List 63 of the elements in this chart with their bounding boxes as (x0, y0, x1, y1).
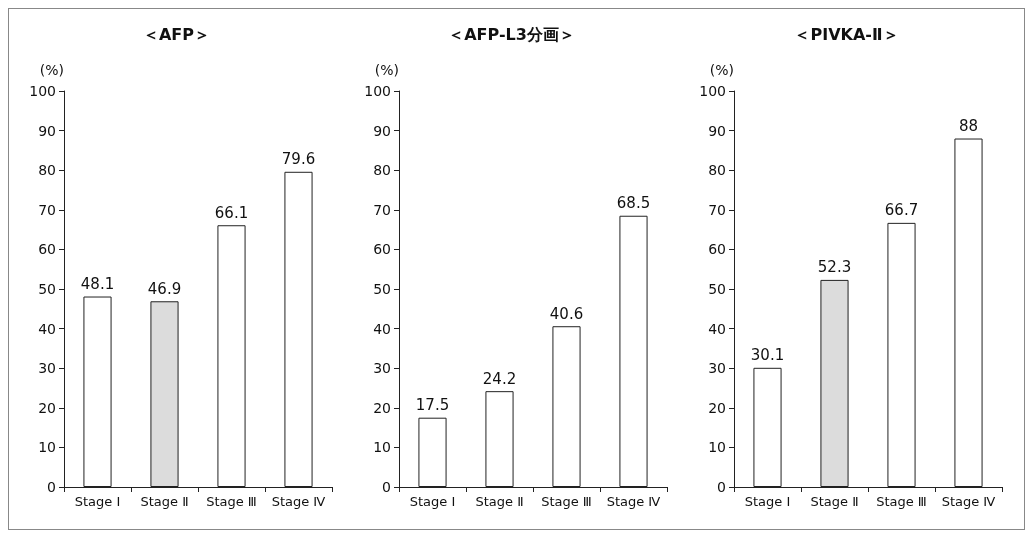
y-tick-label: 10 (373, 439, 391, 456)
x-tick-label: Stage Ⅰ (74, 494, 121, 509)
y-tick-label: 0 (717, 479, 726, 495)
x-tick-label: Stage Ⅱ (140, 494, 189, 509)
y-tick-label: 100 (699, 83, 726, 99)
y-tick-label: 50 (708, 281, 726, 297)
x-tick-label: Stage Ⅰ (744, 494, 791, 509)
y-tick-label: 80 (708, 162, 726, 179)
data-label: 66.7 (884, 201, 919, 220)
data-label: 66.1 (214, 203, 249, 222)
x-tick-label: Stage Ⅳ (606, 494, 661, 509)
y-axis-title: (%) (709, 62, 734, 78)
data-label: 68.5 (616, 194, 651, 213)
y-tick-label: 20 (38, 399, 56, 416)
x-tick-label: Stage Ⅲ (206, 494, 257, 509)
x-tick-label: Stage Ⅳ (941, 494, 996, 509)
y-tick-label: 50 (373, 281, 391, 297)
data-label: 46.9 (147, 279, 182, 298)
y-tick-label: 20 (708, 399, 726, 416)
x-tick-label: Stage Ⅲ (541, 494, 592, 509)
y-axis-title: (%) (39, 62, 64, 78)
data-label: 24.2 (482, 369, 517, 388)
y-tick-label: 100 (29, 83, 56, 99)
y-tick-label: 60 (373, 241, 391, 258)
x-tick-label: Stage Ⅳ (271, 494, 326, 509)
y-tick-label: 70 (38, 201, 56, 218)
y-tick-label: 30 (38, 360, 56, 377)
y-tick-label: 40 (708, 320, 726, 337)
y-tick-label: 100 (364, 83, 391, 99)
y-tick-label: 50 (38, 281, 56, 297)
y-tick-label: 10 (38, 439, 56, 456)
y-tick-label: 60 (708, 241, 726, 258)
data-label: 17.5 (415, 396, 450, 415)
data-label: 88 (958, 117, 979, 136)
x-tick-label: Stage Ⅰ (409, 494, 456, 509)
chart-title: ＜PIVKA-Ⅱ＞ (794, 24, 899, 44)
data-label: 30.1 (750, 346, 785, 365)
y-tick-label: 70 (373, 201, 391, 218)
y-tick-label: 40 (373, 320, 391, 337)
y-tick-label: 10 (708, 439, 726, 456)
y-tick-label: 0 (47, 479, 56, 495)
data-label: 40.6 (549, 304, 584, 323)
y-tick-label: 30 (708, 360, 726, 377)
chart-title: ＜AFP＞ (142, 24, 211, 44)
data-label: 52.3 (817, 258, 852, 277)
y-tick-label: 0 (382, 479, 391, 495)
y-tick-label: 20 (373, 399, 391, 416)
y-tick-label: 60 (38, 241, 56, 258)
data-label: 48.1 (80, 275, 115, 294)
x-tick-label: Stage Ⅲ (876, 494, 927, 509)
y-tick-label: 70 (708, 201, 726, 218)
x-tick-label: Stage Ⅱ (475, 494, 524, 509)
y-tick-label: 90 (38, 122, 56, 139)
y-tick-label: 30 (373, 360, 391, 377)
y-tick-label: 80 (373, 162, 391, 179)
data-label: 79.6 (281, 150, 316, 169)
y-axis-title: (%) (374, 62, 399, 78)
y-tick-label: 90 (373, 122, 391, 139)
y-tick-label: 40 (38, 320, 56, 337)
y-tick-label: 80 (38, 162, 56, 179)
chart-title: ＜AFP-L3分画＞ (448, 24, 575, 44)
x-tick-label: Stage Ⅱ (810, 494, 859, 509)
y-tick-label: 90 (708, 122, 726, 139)
